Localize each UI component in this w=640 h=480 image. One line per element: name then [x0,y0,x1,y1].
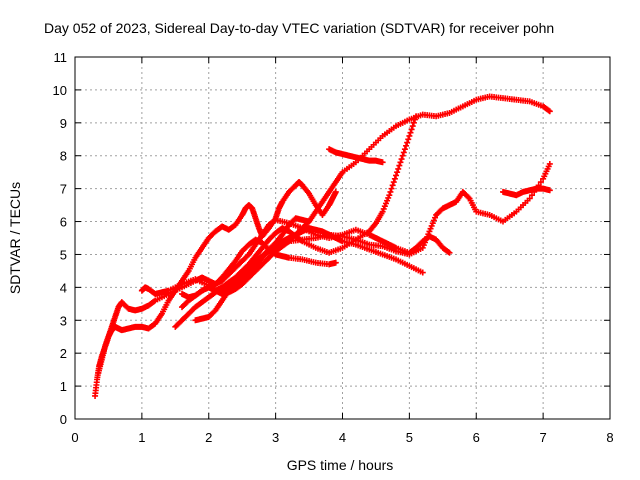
data-point [537,179,544,186]
y-tick-label: 11 [54,50,68,65]
data-point [389,182,396,189]
data-point [445,248,452,255]
data-point [546,108,553,115]
data-point [390,179,397,186]
y-tick-label: 10 [53,83,67,98]
data-point [332,259,339,266]
x-tick-label: 2 [205,430,212,445]
x-tick-label: 6 [473,430,480,445]
series-9 [326,146,386,166]
x-tick-label: 1 [138,430,145,445]
y-tick-label: 6 [60,215,67,230]
series-2 [95,216,453,376]
x-tick-label: 8 [606,430,613,445]
chart-grid [75,57,610,419]
series-8 [205,160,553,296]
data-point [419,269,426,276]
data-point [407,129,414,136]
data-point [465,194,472,201]
y-tick-label: 0 [60,412,67,427]
data-point [406,132,413,139]
y-tick-labels: 0 1 2 3 4 5 6 7 8 9 10 11 [53,50,67,427]
data-point [411,116,418,123]
data-point [400,149,407,156]
chart-title: Day 052 of 2023, Sidereal Day-to-day VTE… [44,20,554,36]
data-point [405,136,412,143]
x-tick-label: 5 [406,430,413,445]
y-tick-label: 7 [60,182,67,197]
data-point [388,185,395,192]
data-point [409,123,416,130]
x-tick-label: 0 [71,430,78,445]
data-point [398,156,405,163]
series-10 [500,185,553,199]
data-point [387,188,394,195]
data-point [413,113,420,120]
series-3 [138,93,553,297]
data-point [379,159,386,166]
y-tick-label: 5 [60,247,67,262]
data-point [332,188,339,195]
data-point [403,142,410,149]
data-point [397,159,404,166]
data-point [386,192,393,199]
data-point [391,175,398,182]
data-point [545,107,552,114]
data-point [526,195,533,202]
series-4 [172,113,420,330]
axis-ticks [74,56,611,420]
y-tick-label: 1 [60,379,67,394]
y-tick-label: 9 [60,116,67,131]
data-point [151,298,158,305]
data-point [546,160,553,167]
x-tick-labels: 0 1 2 3 4 5 6 7 8 [71,430,613,445]
series-layer [92,93,553,399]
x-axis-title: GPS time / hours [287,457,394,473]
x-tick-label: 3 [272,430,279,445]
data-point [410,119,417,126]
data-point [394,169,401,176]
data-point [401,146,408,153]
y-tick-label: 4 [60,280,67,295]
data-point [408,126,415,133]
data-point [528,192,535,199]
y-tick-label: 8 [60,149,67,164]
y-axis-title: SDTVAR / TECUs [7,182,23,294]
data-point [404,139,411,146]
data-point [399,152,406,159]
data-point [306,218,313,225]
data-point [393,172,399,179]
data-point [546,187,553,194]
y-tick-label: 2 [60,346,67,361]
data-point [396,162,403,169]
data-point [395,165,402,172]
x-tick-label: 4 [339,430,346,445]
data-point [446,249,453,256]
y-tick-label: 3 [60,313,67,328]
x-tick-label: 7 [540,430,547,445]
